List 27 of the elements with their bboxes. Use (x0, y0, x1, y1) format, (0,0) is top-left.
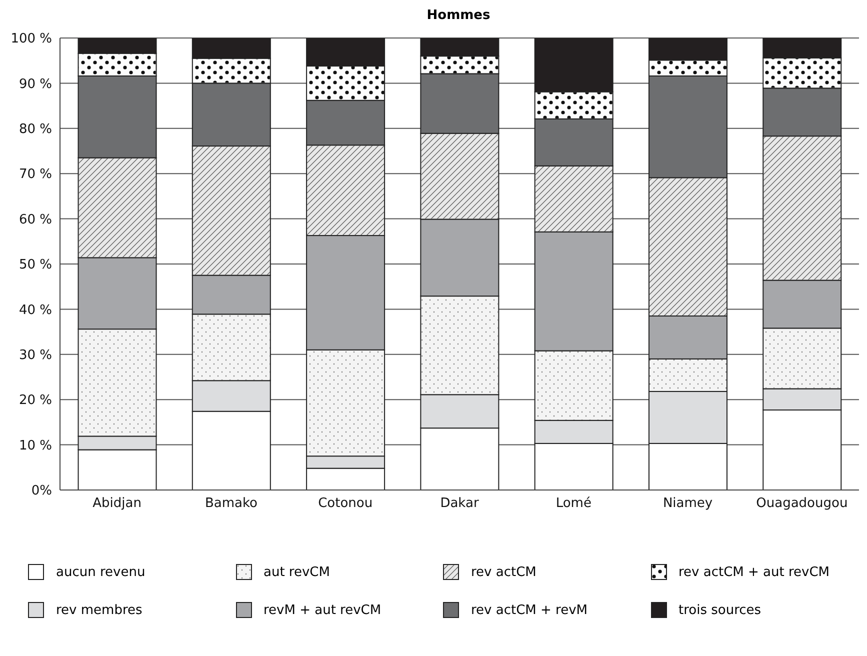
legend-label: rev membres (56, 602, 142, 618)
legend-label: trois sources (678, 602, 762, 618)
x-tick-label: Lomé (556, 496, 592, 512)
legend-label: rev actCM + revM (471, 602, 588, 618)
x-tick-label: Abidjan (92, 496, 142, 512)
y-tick-label: 60 % (18, 212, 52, 228)
x-tick-label: Dakar (440, 496, 480, 512)
legend-label: aucun revenu (56, 564, 146, 580)
y-tick-label: 10 % (18, 438, 52, 454)
chart-title: Hommes (426, 8, 492, 25)
y-tick-label: 40 % (18, 302, 52, 318)
x-tick-label: Bamako (204, 496, 258, 512)
y-tick-label: 20 % (18, 393, 52, 408)
y-tick-label: 50 % (18, 258, 52, 273)
y-tick-label: 70 % (18, 167, 52, 182)
legend-label: rev actCM + aut revCM (678, 564, 830, 580)
legend-label: revM + aut revCM (264, 602, 382, 618)
x-tick-label: Niamey (662, 496, 713, 512)
y-tick-label: 100 % (10, 32, 52, 47)
x-tick-label: Ouagadougou (756, 496, 848, 512)
y-tick-label: 0% (31, 484, 52, 499)
y-tick-label: 80 % (18, 122, 52, 138)
y-tick-label: 30 % (18, 348, 52, 364)
y-tick-label: 90 % (18, 76, 52, 92)
x-tick-label: Cotonou (318, 496, 373, 512)
legend-label: rev actCM (471, 564, 536, 580)
legend-label: aut revCM (264, 564, 330, 580)
